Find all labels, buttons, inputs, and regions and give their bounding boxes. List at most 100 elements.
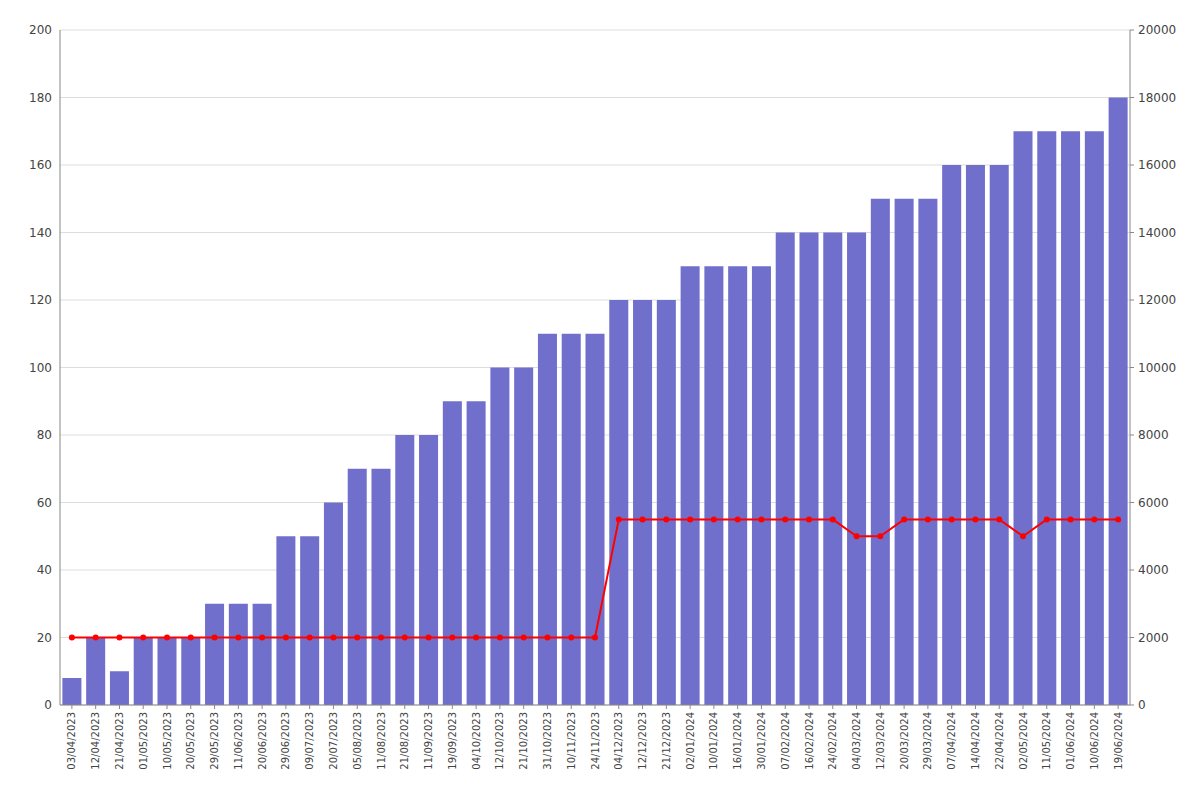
line-marker <box>972 516 978 522</box>
x-tick-label: 21/08/2023 <box>399 712 410 770</box>
bar <box>538 334 557 705</box>
x-tick-label: 31/10/2023 <box>542 712 553 770</box>
x-tick <box>571 705 572 709</box>
x-tick <box>214 705 215 709</box>
bar <box>205 604 224 705</box>
x-tick-label: 12/12/2023 <box>637 712 648 770</box>
x-tick-label: 20/06/2023 <box>257 712 268 770</box>
x-tick <box>428 705 429 709</box>
y2-tick <box>1130 232 1134 233</box>
bar <box>324 503 343 706</box>
x-tick-label: 20/03/2024 <box>899 712 910 770</box>
x-tick <box>262 705 263 709</box>
plot-area <box>62 98 1127 706</box>
x-tick-label: 12/10/2023 <box>494 712 505 770</box>
line-marker <box>402 635 408 641</box>
line-marker <box>164 635 170 641</box>
grid <box>60 30 1130 705</box>
bar <box>1013 131 1032 705</box>
bar <box>871 199 890 705</box>
line-marker <box>521 635 527 641</box>
x-tick-label: 10/11/2023 <box>566 712 577 770</box>
series-line <box>69 516 1121 640</box>
x-tick-label: 02/01/2024 <box>685 712 696 770</box>
x-tick <box>1046 705 1047 709</box>
bar <box>86 638 105 706</box>
x-tick-label: 07/04/2024 <box>946 712 957 770</box>
y2-tick <box>1130 435 1134 436</box>
x-tick <box>927 705 928 709</box>
line-marker <box>782 516 788 522</box>
x-tick-label: 01/06/2024 <box>1065 712 1076 770</box>
bar <box>253 604 272 705</box>
y2-tick-label: 12000 <box>1138 293 1176 307</box>
bar <box>110 671 129 705</box>
x-tick <box>476 705 477 709</box>
grid-line <box>60 30 1130 31</box>
line-marker <box>188 635 194 641</box>
line-marker <box>949 516 955 522</box>
x-tick <box>499 705 500 709</box>
y-tick-label: 100 <box>29 361 52 375</box>
x-tick-label: 29/05/2023 <box>209 712 220 770</box>
x-tick-label: 02/05/2024 <box>1018 712 1029 770</box>
line-marker <box>354 635 360 641</box>
line-marker <box>330 635 336 641</box>
x-tick <box>856 705 857 709</box>
line-marker <box>283 635 289 641</box>
y2-tick-label: 0 <box>1138 698 1146 712</box>
line-marker <box>996 516 1002 522</box>
line-marker <box>235 635 241 641</box>
x-tick <box>951 705 952 709</box>
y2-tick <box>1130 367 1134 368</box>
y-tick-label: 0 <box>44 698 52 712</box>
line <box>72 519 1118 637</box>
x-tick-label: 19/09/2023 <box>447 712 458 770</box>
bar <box>490 368 509 706</box>
y-tick-label: 120 <box>29 293 52 307</box>
line-marker <box>758 516 764 522</box>
y-tick-label: 200 <box>29 23 52 37</box>
x-tick-label: 21/04/2023 <box>114 712 125 770</box>
x-tick <box>1070 705 1071 709</box>
x-tick-label: 09/07/2023 <box>304 712 315 770</box>
y-tick-label: 20 <box>37 631 52 645</box>
bar <box>1109 98 1128 706</box>
x-tick <box>690 705 691 709</box>
line-marker <box>93 635 99 641</box>
x-tick <box>285 705 286 709</box>
bar <box>395 435 414 705</box>
bar <box>562 334 581 705</box>
x-tick <box>523 705 524 709</box>
bar <box>62 678 81 705</box>
line-marker <box>901 516 907 522</box>
line-marker <box>687 516 693 522</box>
bar <box>300 536 319 705</box>
y2-tick <box>1130 637 1134 638</box>
x-tick <box>595 705 596 709</box>
y-tick-label: 140 <box>29 226 52 240</box>
x-tick <box>737 705 738 709</box>
x-tick-label: 04/10/2023 <box>471 712 482 770</box>
line-marker <box>663 516 669 522</box>
x-tick-label: 14/04/2024 <box>970 712 981 770</box>
line-marker <box>925 516 931 522</box>
line-marker <box>307 635 313 641</box>
bar <box>728 266 747 705</box>
y-tick-label: 40 <box>37 563 52 577</box>
x-tick-label: 24/11/2023 <box>590 712 601 770</box>
line-marker <box>544 635 550 641</box>
y2-tick-label: 16000 <box>1138 158 1176 172</box>
x-tick <box>666 705 667 709</box>
bar <box>276 536 295 705</box>
x-tick-label: 20/05/2023 <box>185 712 196 770</box>
line-marker <box>854 533 860 539</box>
bar <box>1085 131 1104 705</box>
y2-tick-label: 6000 <box>1138 496 1169 510</box>
x-tick-label: 19/06/2024 <box>1113 712 1124 770</box>
line-marker <box>497 635 503 641</box>
x-tick-label: 29/06/2023 <box>280 712 291 770</box>
y-tick-label: 160 <box>29 158 52 172</box>
bar <box>467 401 486 705</box>
line-marker <box>449 635 455 641</box>
